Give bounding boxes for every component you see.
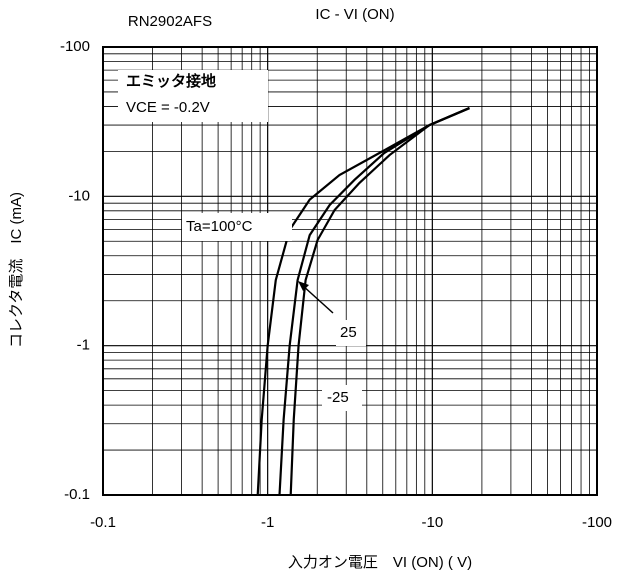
label-box [182, 213, 292, 241]
series-line [278, 107, 470, 496]
x-tick-label: -100 [582, 514, 612, 531]
x-tick-label: -0.1 [90, 514, 116, 531]
y-tick-label: -100 [60, 38, 90, 55]
label-box [322, 385, 362, 411]
series-label: Ta=100°C [186, 218, 253, 235]
y-tick-label: -0.1 [64, 486, 90, 503]
annotation: VCE = -0.2V [126, 99, 210, 116]
series-label: 25 [340, 324, 357, 341]
arrow-line [301, 284, 334, 314]
annotation-box [118, 70, 268, 122]
series-line [256, 107, 470, 496]
y-tick-label: -10 [68, 187, 90, 204]
x-axis-label: 入力オン電圧 VI (ON) ( V) [288, 554, 472, 571]
annotation: エミッタ接地 [126, 72, 216, 90]
series-line [289, 107, 470, 496]
arrow-head [298, 281, 309, 291]
chart-title: IC - VI (ON) [315, 6, 394, 23]
series-label: -25 [327, 389, 349, 406]
y-axis-label: コレクタ電流 IC (mA) [8, 192, 25, 348]
plot-frame [102, 46, 598, 496]
x-tick-label: -10 [421, 514, 443, 531]
x-tick-label: -1 [261, 514, 274, 531]
chart-subtitle: RN2902AFS [128, 13, 212, 30]
y-tick-label: -1 [77, 337, 90, 354]
label-box [336, 320, 366, 346]
